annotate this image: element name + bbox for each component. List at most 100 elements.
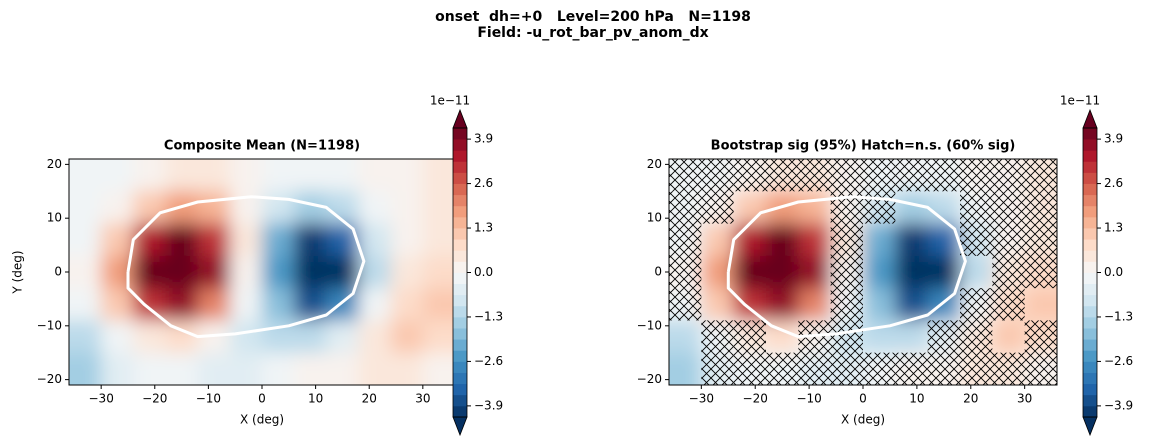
x-tick-label: 30 (1017, 392, 1032, 406)
colorbar-band (453, 394, 467, 407)
cell (133, 288, 166, 321)
hatch-cell (701, 159, 734, 192)
cell (733, 255, 767, 289)
colorbar-band (453, 372, 467, 385)
cell (422, 255, 455, 289)
colorbar-band (453, 228, 467, 240)
cell (766, 255, 799, 289)
cell (229, 255, 263, 289)
cell (165, 159, 199, 192)
x-tick-label: 0 (859, 392, 867, 406)
colorbar-tick-label: 0.0 (474, 265, 493, 279)
x-tick-label: −30 (689, 392, 714, 406)
cell (69, 255, 102, 289)
cell (326, 352, 359, 385)
hatch-cell (830, 159, 863, 192)
x-tick-label: −30 (89, 392, 114, 406)
colorbar-extend-min (452, 416, 468, 437)
colorbar-band (1083, 261, 1097, 273)
cell (165, 255, 199, 289)
colorbar-band (1083, 216, 1097, 229)
cell (358, 159, 392, 192)
hatch-cell (669, 288, 702, 321)
cell (229, 320, 263, 354)
cell (133, 191, 166, 225)
colorbar-band (1083, 150, 1097, 162)
hatch-cell (669, 223, 702, 256)
cell (798, 255, 832, 289)
cell (69, 191, 102, 225)
hatch-cell (960, 191, 993, 224)
colorbar-band (453, 172, 467, 184)
cell (733, 288, 767, 321)
hatch-cell (701, 320, 734, 353)
colorbar-tick-label: −1.3 (474, 309, 503, 323)
colorbar-band (453, 405, 467, 418)
colorbar-band (1083, 294, 1097, 307)
cell (101, 352, 134, 385)
y-tick-label: −10 (37, 318, 62, 332)
cell (358, 191, 392, 225)
colorbar-band (1083, 139, 1097, 151)
cell (69, 223, 102, 257)
hatch-cell (733, 320, 766, 353)
cell (733, 223, 767, 257)
hatch-cell (1024, 159, 1057, 192)
x-axis-label: X (deg) (841, 413, 885, 427)
cell (358, 320, 392, 354)
cell (69, 159, 102, 192)
hatch-cell (1024, 352, 1057, 385)
y-tick-label: 10 (647, 211, 662, 225)
hatch-cell (733, 159, 766, 192)
colorbar-band (1083, 328, 1097, 340)
cell (766, 288, 799, 321)
plot-area (69, 159, 455, 385)
colorbar-band (453, 261, 467, 273)
hatch-cell (960, 288, 993, 321)
colorbar-band (453, 361, 467, 373)
colorbar-band (453, 161, 467, 173)
cell (101, 320, 134, 354)
cell (358, 352, 392, 385)
y-tick-label: −20 (37, 372, 62, 386)
colorbar-band (1083, 283, 1097, 296)
cell (390, 288, 424, 321)
y-tick-label: 0 (654, 265, 662, 279)
colorbar-band (453, 383, 467, 396)
suptitle: onset dh=+0 Level=200 hPa N=1198 (435, 9, 751, 25)
colorbar-band (453, 283, 467, 296)
cell (133, 352, 166, 385)
hatch-cell (830, 352, 863, 385)
colorbar-band (453, 194, 467, 207)
cell (101, 223, 134, 257)
cell (229, 352, 263, 385)
cell (165, 223, 199, 257)
colorbar-band (1083, 316, 1097, 329)
contour-line (126, 195, 366, 339)
cell (701, 288, 735, 321)
colorbar-band (453, 328, 467, 340)
colorbar-band (1083, 350, 1097, 362)
cell (992, 320, 1026, 354)
cell (101, 288, 134, 321)
cell (262, 255, 295, 289)
cell (133, 159, 166, 192)
colorbar-tick-label: −1.3 (1104, 309, 1133, 323)
cell (422, 191, 455, 225)
cell (133, 320, 166, 354)
colorbar-extend-max (1082, 108, 1098, 129)
hatch-cell (992, 159, 1025, 192)
colorbar-band (453, 272, 467, 285)
x-tick-label: 20 (963, 392, 978, 406)
cell (863, 288, 896, 321)
y-tick-label: 10 (47, 211, 62, 225)
cell (701, 223, 735, 257)
hatch-cell (927, 320, 960, 353)
cell (390, 320, 424, 354)
x-tick-label: 0 (258, 392, 266, 406)
cell (262, 223, 295, 257)
cell (262, 352, 295, 385)
cell (326, 191, 359, 225)
cell (895, 320, 929, 354)
